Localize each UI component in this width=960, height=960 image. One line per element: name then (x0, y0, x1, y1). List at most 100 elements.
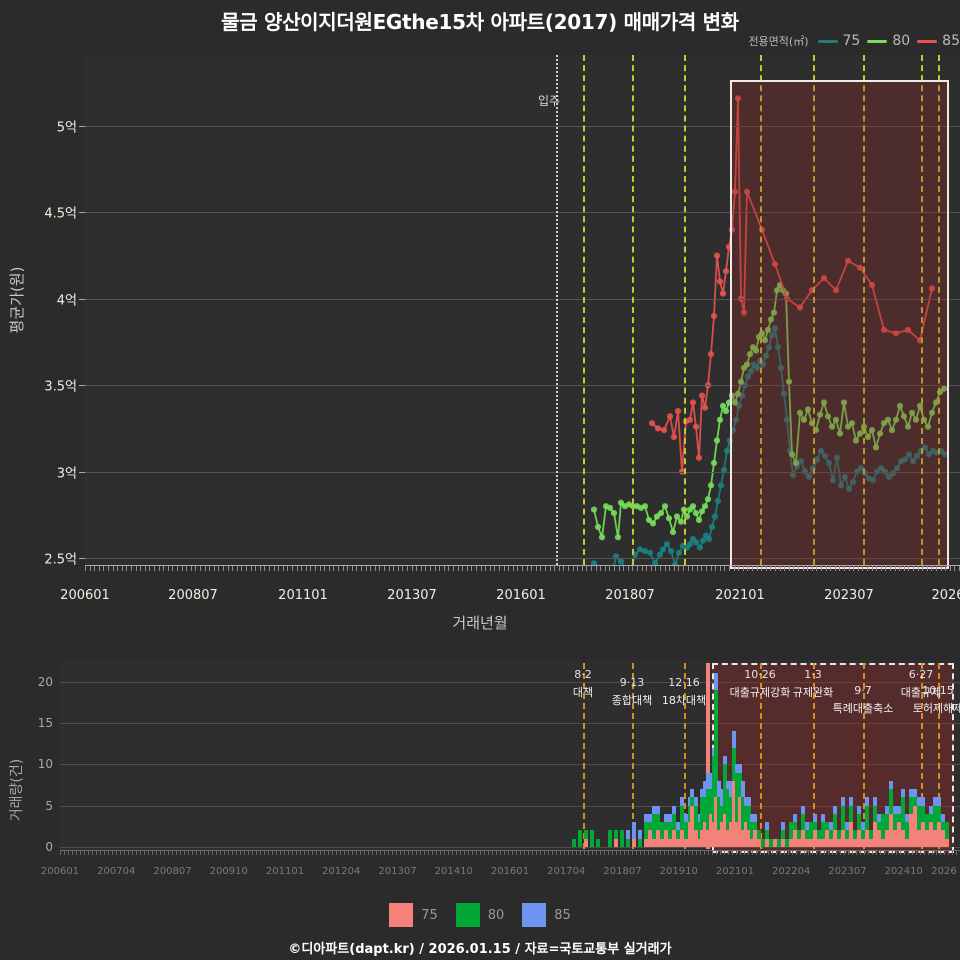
footer-credit: ©디아파트(dapt.kr) / 2026.01.15 / 자료=국토교통부 실… (288, 942, 672, 957)
minor-tick (632, 566, 634, 571)
volume-bar-80 (706, 789, 710, 831)
legend-item-85[interactable]: 85 (917, 33, 960, 49)
volume-y-tick: 15 (37, 715, 53, 730)
minor-tick (336, 851, 337, 855)
policy-line-10-26 (760, 55, 762, 565)
gridline (85, 126, 960, 127)
minor-tick (195, 566, 197, 571)
price-x-tick: 200807 (168, 588, 218, 603)
volume-bar-75 (700, 830, 704, 847)
minor-tick (208, 851, 209, 855)
volume-bar-80 (897, 813, 901, 823)
bottom-legend-swatch-75 (389, 903, 414, 927)
minor-tick (804, 851, 805, 855)
volume-bar-80 (833, 813, 837, 831)
minor-tick (98, 566, 100, 571)
minor-tick (545, 566, 546, 571)
minor-tick (135, 566, 137, 571)
minor-tick (85, 566, 86, 571)
legend-item-75[interactable]: 75 (817, 33, 860, 49)
volume-bar-75 (889, 813, 893, 847)
minor-tick (292, 566, 293, 571)
minor-tick (320, 851, 321, 855)
minor-tick (580, 851, 581, 855)
minor-tick (584, 851, 585, 855)
gridline (85, 471, 960, 473)
bottom-legend-item-75[interactable]: 75 (389, 903, 438, 927)
bottom-legend-item-85[interactable]: 85 (522, 903, 571, 927)
minor-tick (168, 851, 169, 855)
volume-bar-75 (750, 838, 754, 847)
volume-bar-75 (849, 822, 853, 847)
minor-tick (779, 566, 781, 571)
volume-bar-75 (684, 838, 688, 847)
annotation-date: 1·3 (804, 668, 822, 681)
minor-tick (228, 851, 229, 855)
volume-bar-80 (680, 805, 684, 831)
legend-item-80[interactable]: 80 (867, 33, 910, 49)
volume-bar-75 (821, 838, 825, 847)
minor-tick (802, 566, 804, 571)
volume-bar-80 (901, 797, 905, 831)
minor-tick (416, 851, 417, 855)
minor-tick (664, 566, 666, 571)
volume-bar-85 (805, 822, 809, 831)
minor-tick (848, 851, 849, 855)
minor-tick (347, 566, 349, 571)
volume-bar-85 (706, 772, 710, 790)
minor-tick (856, 851, 857, 855)
volume-bar-85 (893, 805, 897, 814)
volume-bar-75 (672, 830, 676, 847)
minor-tick (680, 851, 681, 855)
minor-tick (554, 566, 556, 571)
minor-tick (828, 851, 829, 855)
minor-tick (952, 851, 953, 855)
minor-tick (232, 566, 234, 571)
minor-tick (440, 851, 441, 855)
policy-line-10-15 (938, 55, 940, 565)
volume-bar-75 (833, 830, 837, 847)
minor-tick (839, 566, 841, 571)
minor-tick (404, 851, 405, 855)
minor-tick (796, 851, 797, 855)
minor-tick (508, 851, 509, 855)
minor-tick (104, 851, 105, 855)
price-y-tick: 4.5억 (44, 206, 77, 222)
annotation-date: 9·7 (854, 684, 872, 697)
minor-tick (572, 566, 574, 571)
minor-tick (236, 851, 237, 855)
minor-tick (724, 851, 725, 855)
minor-tick (752, 851, 753, 855)
volume-bar-75 (694, 830, 698, 847)
volume-bar-80 (809, 822, 813, 839)
series-75 (590, 325, 949, 565)
minor-tick (522, 566, 523, 571)
volume-bar-85 (929, 805, 933, 814)
bottom-legend-item-80[interactable]: 80 (455, 903, 504, 927)
minor-tick (516, 851, 517, 855)
volume-bar-75 (652, 838, 656, 847)
price-y-tick: 4억 (56, 293, 77, 309)
minor-tick (476, 566, 477, 571)
gridline (85, 298, 960, 300)
volume-bar-80 (881, 813, 885, 839)
minor-tick (328, 566, 330, 571)
volume-bar-80 (672, 813, 676, 831)
volume-bar-80 (941, 822, 945, 831)
volume-bar-80 (690, 797, 694, 806)
volume-bar-85 (829, 822, 833, 831)
policy-line-10-15 (938, 663, 940, 849)
minor-tick (926, 566, 928, 571)
annotation-name: 대책 (572, 686, 594, 699)
volume-bar-80 (853, 830, 857, 839)
volume-bar-85 (672, 805, 676, 814)
minor-tick (232, 851, 233, 855)
minor-tick (604, 566, 606, 571)
volume-bar-80 (845, 830, 849, 839)
gridline (60, 681, 960, 683)
minor-tick (292, 851, 293, 855)
minor-tick (333, 566, 335, 571)
volume-bar-85 (877, 813, 881, 823)
minor-tick (269, 566, 270, 571)
volume-bar-75 (805, 838, 809, 847)
